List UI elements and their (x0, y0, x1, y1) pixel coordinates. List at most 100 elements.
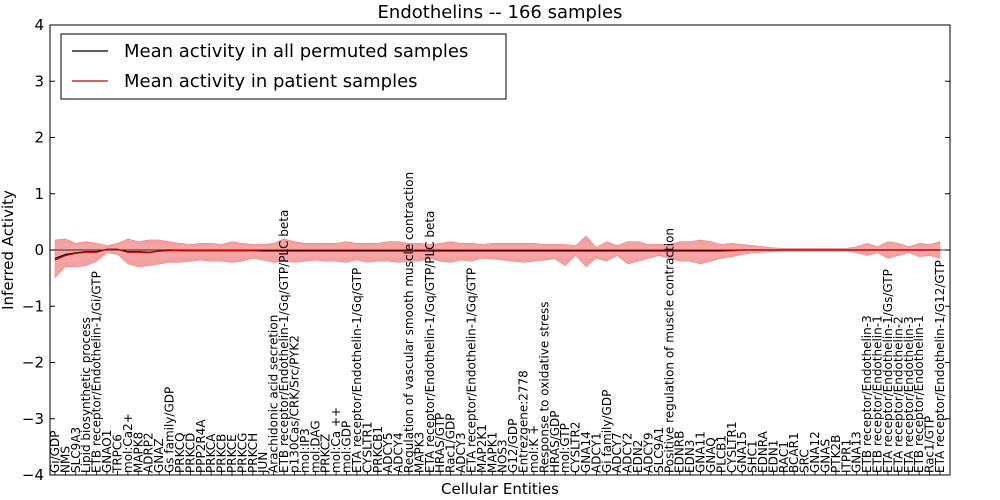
category-label-65: CYSLTR1 (725, 422, 739, 473)
category-label-41: MAP2K1 (475, 424, 489, 473)
y-axis-label: Inferred Activity (0, 190, 17, 310)
category-label-27: mol:Ca ++ (329, 407, 343, 473)
category-label-71: BCAR1 (787, 432, 801, 473)
category-label-26: PRKCZ (319, 434, 333, 473)
category-label-31: PRKCB1 (371, 426, 385, 473)
category-label-17: PRKCE (225, 434, 239, 473)
category-label-25: mol:DAG (308, 420, 322, 473)
category-label-45: Entrezgene:2778 (517, 370, 531, 473)
category-label-37: HRAS/GTP (433, 413, 447, 473)
legend-box (60, 33, 507, 100)
category-label-74: GNAS (819, 439, 833, 473)
category-label-72: SRC (798, 449, 812, 473)
category-label-9: ADRP2 (142, 432, 156, 473)
category-label-6: TRPC6 (111, 434, 125, 474)
category-label-50: CYSLTR2 (569, 422, 583, 473)
category-label-79: ETB receptor/Endothelin-1 (871, 315, 885, 473)
legend: Mean activity in all permuted samples Mea… (60, 33, 507, 100)
category-label-85: ETA receptor/Endothelin-1/G12/GTP (933, 260, 947, 473)
category-label-77: GNA13 (850, 431, 864, 473)
category-label-56: EDN2 (631, 440, 645, 473)
category-label-5: GNAO1 (100, 430, 114, 473)
category-label-11: Gs family/GDP (163, 387, 177, 473)
category-label-42: MAPK1 (485, 432, 499, 473)
y-tick-label-3: −1 (22, 297, 44, 315)
category-label-59: Positive regulation of muscle contractio… (662, 228, 676, 473)
spread-bands (54, 235, 941, 279)
category-label-23: p130Cas/CRK/Src/PYK2 (288, 335, 302, 473)
category-label-63: GNAQ (704, 437, 718, 473)
category-label-49: mol:GTP (558, 423, 572, 473)
category-label-68: EDNRA (756, 430, 770, 473)
category-label-73: GNA12 (808, 431, 822, 473)
category-label-29: ETA receptor/Endothelin-1/Gq/GTP (350, 268, 364, 473)
category-label-84: Rac1/GTP (923, 416, 937, 473)
category-label-3: Lipid biosynthetic process (79, 317, 93, 473)
category-label-82: ETA receptor/Endothelin-3 (902, 316, 916, 473)
category-label-28: mol:GDP (340, 421, 354, 473)
category-label-43: NOS3 (496, 439, 510, 473)
y-axis-ticks: −4 −3 −2 −1 0 1 2 3 4 (22, 16, 950, 484)
category-label-13: PRKCD (183, 433, 197, 473)
category-label-67: SHC1 (746, 440, 760, 473)
category-label-80: ETA receptor/Endothelin-1/Gs/GTP (881, 269, 895, 473)
category-label-21: Arachidonic acid secretion (267, 315, 281, 473)
category-label-36: ETA receptor/Endothelin-1/Gq/GTP/PLC bet… (423, 211, 437, 473)
category-label-66: GNA15 (735, 431, 749, 473)
category-label-12: PRKCQ (173, 432, 187, 473)
category-label-58: SLC9A1 (652, 427, 666, 473)
category-label-18: PRKCG (235, 433, 249, 473)
category-label-35: MAPK3 (412, 432, 426, 473)
category-label-0: Gi/GDP (48, 431, 62, 473)
category-label-70: RAC1 (777, 441, 791, 473)
category-label-19: PRKCH (246, 433, 260, 473)
category-label-46: mol:K + (527, 425, 541, 473)
category-label-15: PRKCA (204, 433, 218, 473)
category-label-69: EDN1 (766, 440, 780, 473)
category-label-78: ETB receptor/Endothelin-3 (860, 315, 874, 473)
plot-frame (49, 24, 951, 476)
series-line-1 (54, 248, 940, 261)
category-label-52: ADCY1 (589, 432, 603, 473)
category-label-16: PRKCB (215, 434, 229, 473)
legend-label-0: Mean activity in all permuted samples (124, 41, 468, 62)
category-label-20: JUN (256, 452, 270, 474)
y-tick-label-6: 2 (34, 129, 44, 147)
category-label-40: ETA receptor/Endothelin-1/Gq/GTP (465, 268, 479, 473)
band-1 (54, 241, 941, 271)
y-tick-label-1: −3 (22, 410, 44, 428)
category-label-10: GNAZ (152, 438, 166, 473)
category-label-33: ADCY4 (392, 432, 406, 473)
category-label-55: ADCY2 (621, 432, 635, 473)
y-tick-label-5: 1 (34, 185, 44, 203)
series-lines (54, 248, 940, 261)
y-tick-label-7: 3 (34, 72, 44, 90)
category-label-1: NMS (58, 446, 72, 473)
category-label-57: ADCY9 (642, 432, 656, 473)
category-label-4: ETB receptor/Endothelin-1/Gi/GTP (90, 271, 104, 473)
chart-title: Endothelins -- 166 samples (378, 2, 623, 23)
y-tick-label-2: −2 (22, 354, 44, 372)
category-label-39: ADCY3 (454, 432, 468, 473)
category-label-30: CYSLTR1 (360, 422, 374, 473)
category-label-53: Gi family/GDP (600, 390, 614, 473)
category-label-54: ADCY7 (610, 432, 624, 473)
category-label-60: EDNRB (673, 431, 687, 473)
category-label-83: ETB receptor/Endothelin-1 (912, 315, 926, 473)
category-label-8: MAPK8 (131, 432, 145, 473)
category-label-75: PTK2B (829, 435, 843, 473)
y-tick-label-8: 4 (34, 16, 44, 34)
category-label-38: Rac1/GDP (444, 414, 458, 473)
x-axis-label: Cellular Entities (441, 480, 559, 498)
category-label-34: Regulation of vascular smooth muscle con… (402, 172, 416, 473)
category-label-24: mol:IP3 (298, 428, 312, 473)
category-label-81: ETA receptor/Endothelin-2 (891, 316, 905, 473)
legend-label-1: Mean activity in patient samples (124, 71, 418, 92)
category-label-76: ITPR1 (839, 439, 853, 473)
category-label-2: SLC9A3 (69, 427, 83, 473)
category-label-44: G12/GDP (506, 419, 520, 473)
category-label-47: Response to oxidative stress (537, 301, 551, 473)
category-label-48: HRAS/GDP (548, 410, 562, 473)
